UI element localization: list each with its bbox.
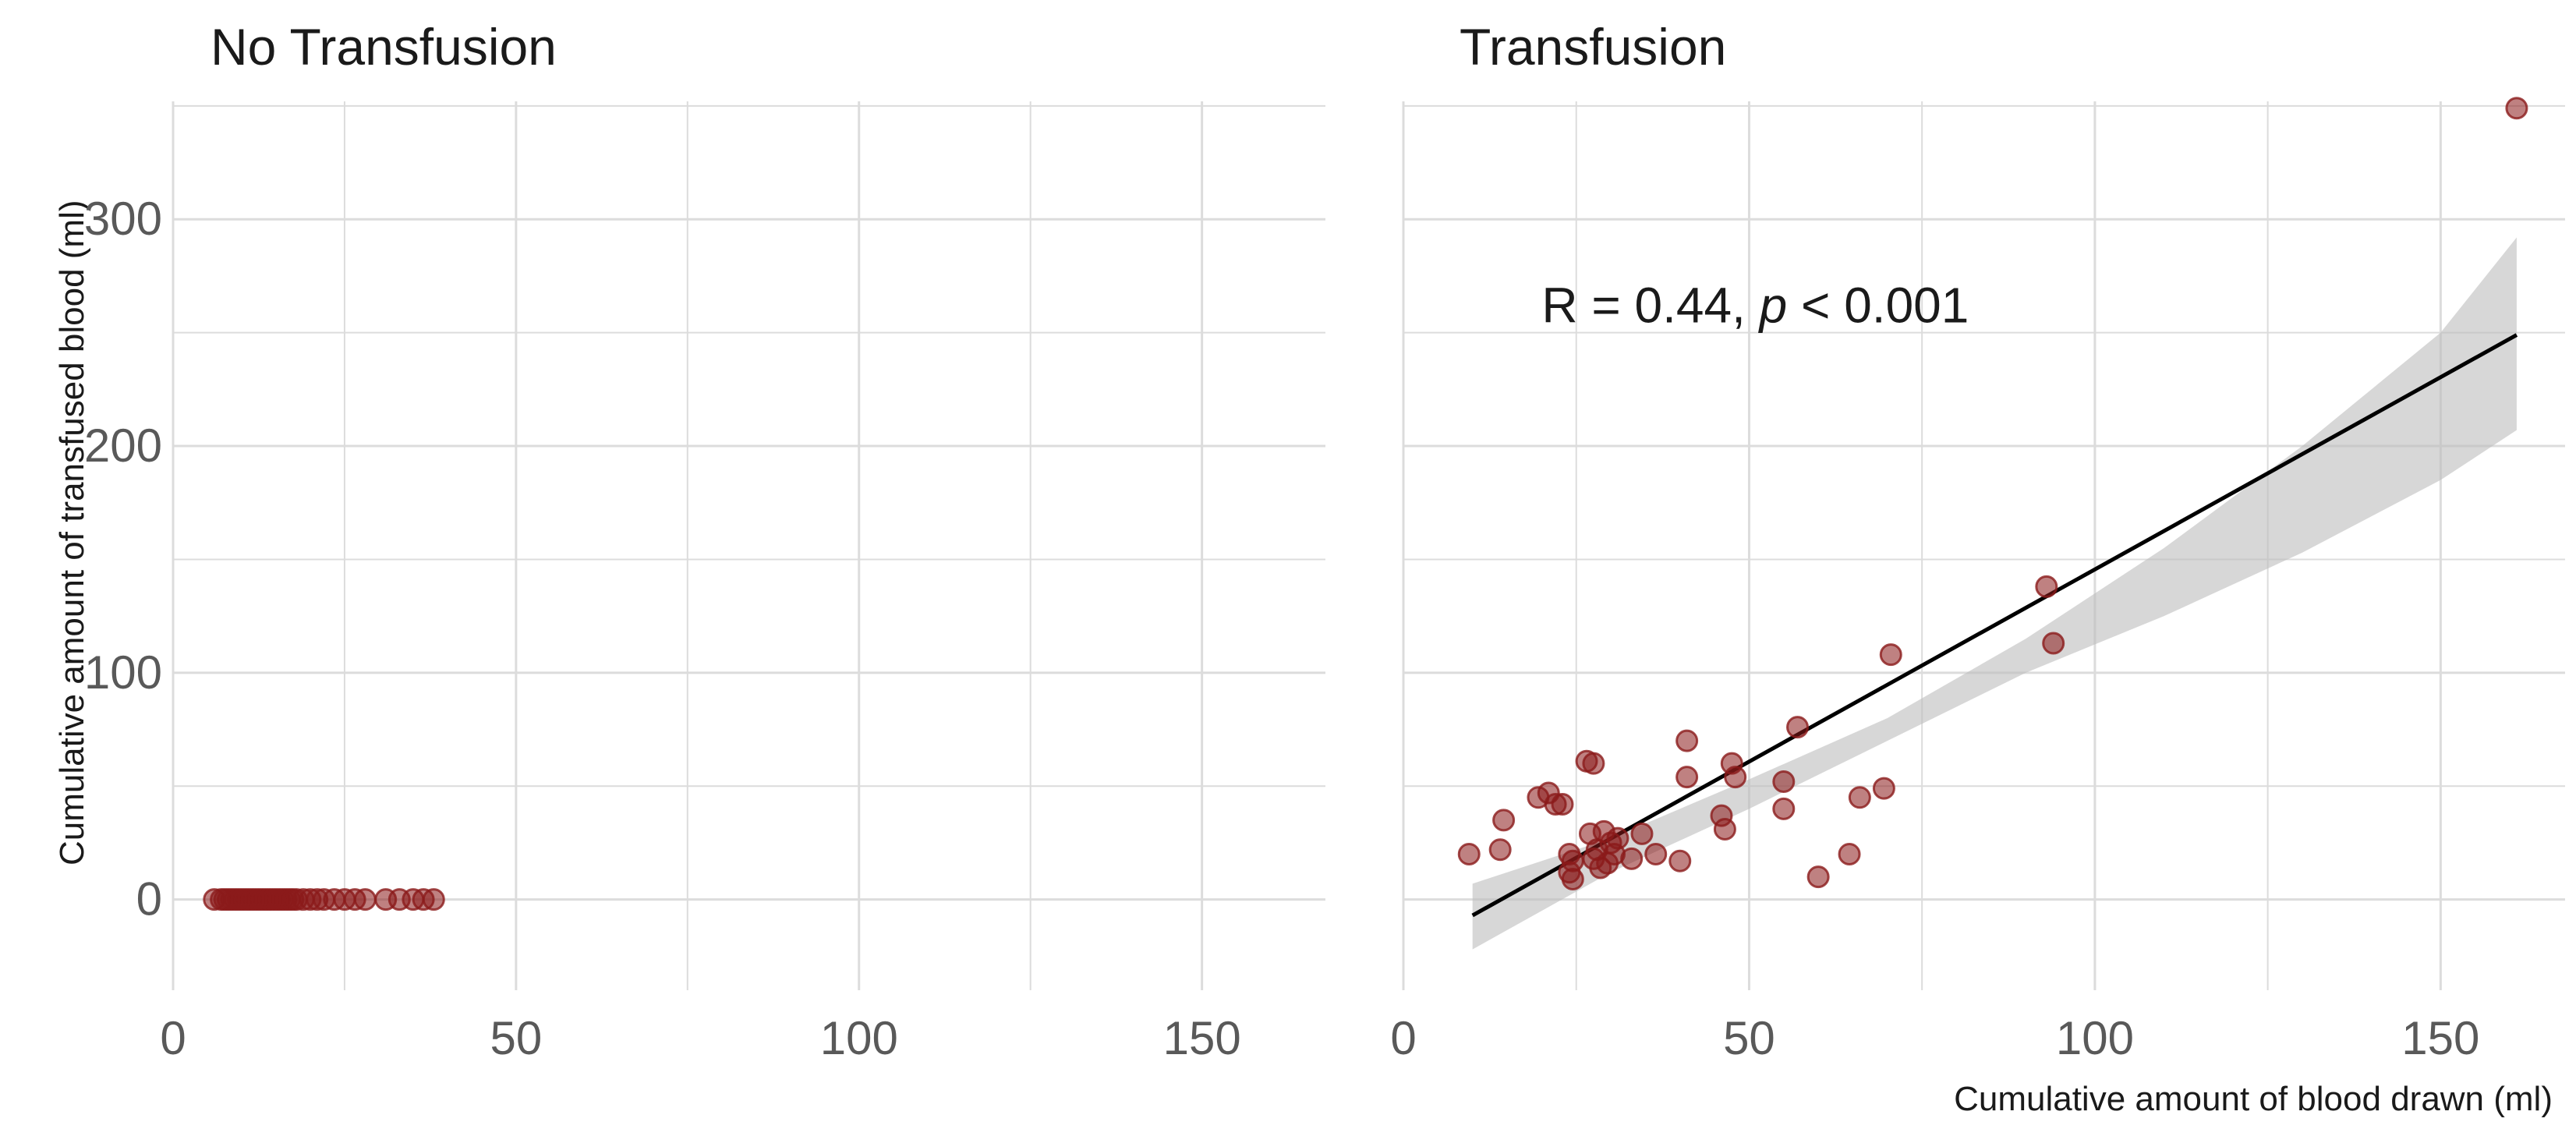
x-tick-label: 150	[1163, 1012, 1241, 1064]
x-tick-label: 100	[820, 1012, 898, 1064]
data-point	[1492, 809, 1516, 832]
data-point	[1630, 822, 1654, 845]
data-point	[1838, 843, 1861, 866]
x-tick-label: 100	[2056, 1012, 2134, 1064]
data-point	[1713, 818, 1736, 841]
data-point	[1724, 766, 1747, 789]
data-point	[1561, 868, 1584, 890]
x-tick-label: 0	[160, 1012, 186, 1064]
facet-title-no-transfusion: No Transfusion	[211, 18, 557, 76]
data-point	[2035, 575, 2058, 598]
x-tick-label: 50	[490, 1012, 543, 1064]
data-point	[1675, 766, 1699, 789]
x-tick-label: 0	[1390, 1012, 1416, 1064]
data-point	[1786, 716, 1810, 739]
data-point	[1606, 826, 1629, 850]
data-point	[1806, 865, 1830, 889]
regression-line	[1471, 333, 2518, 918]
facet-title-transfusion: Transfusion	[1460, 18, 1727, 76]
data-point	[1457, 843, 1481, 866]
y-tick-label: 200	[84, 419, 162, 472]
data-point	[2042, 632, 2065, 655]
data-point	[422, 888, 445, 911]
data-point	[1644, 843, 1668, 866]
data-point	[1879, 643, 1902, 667]
data-point	[1872, 777, 1895, 800]
data-point	[1620, 847, 1644, 870]
data-point	[1675, 729, 1699, 752]
x-tick-label: 150	[2401, 1012, 2479, 1064]
y-tick-label: 0	[136, 873, 162, 925]
confidence-band	[1472, 237, 2517, 950]
x-axis-label: Cumulative amount of blood drawn (ml)	[1954, 1080, 2553, 1118]
data-point	[1772, 770, 1796, 793]
y-tick-label: 300	[84, 193, 162, 245]
correlation-annotation: R = 0.44, p < 0.001	[1541, 278, 1969, 334]
data-point	[1488, 838, 1512, 862]
data-point	[1551, 793, 1574, 816]
data-point	[1582, 752, 1605, 775]
data-point	[1848, 786, 1871, 809]
x-tick-label: 50	[1723, 1012, 1775, 1064]
data-point	[1668, 849, 1692, 872]
data-point	[1772, 797, 1796, 820]
data-point	[2505, 97, 2528, 120]
y-tick-label: 100	[84, 646, 162, 699]
